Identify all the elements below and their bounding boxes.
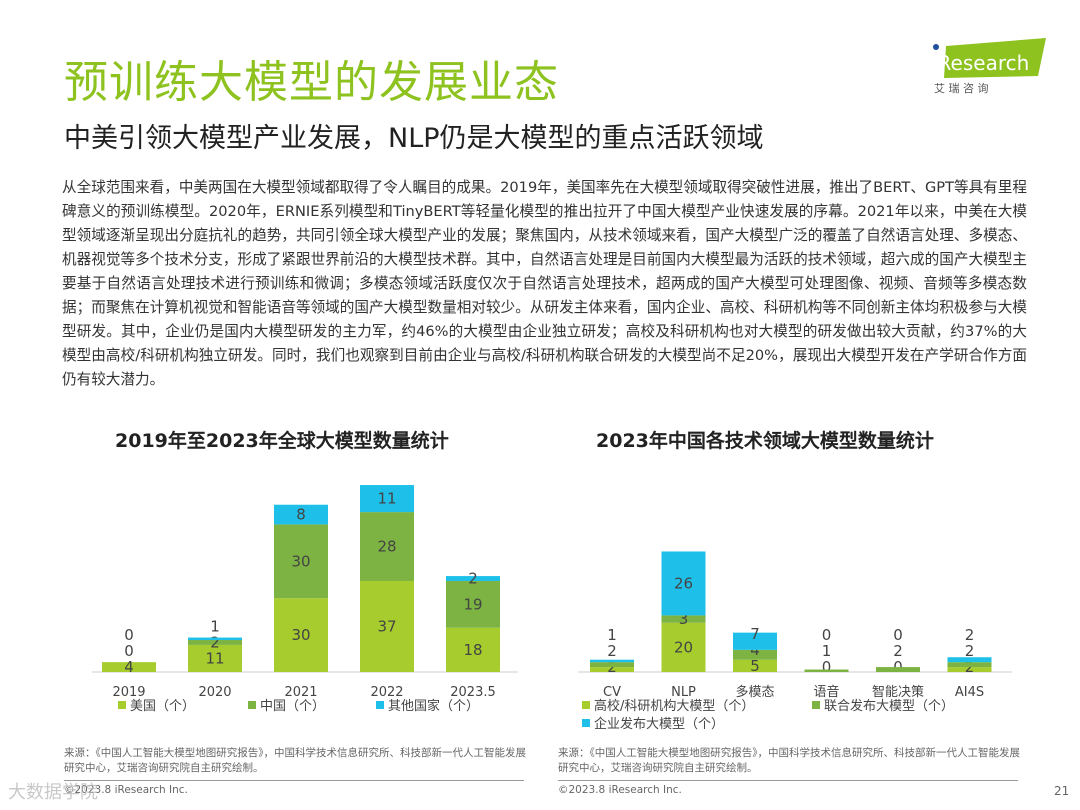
x-tick-label: 2019 <box>112 685 145 700</box>
page-subtitle: 中美引领大模型产业发展，NLP仍是大模型的重点活跃领域 <box>64 123 764 154</box>
data-label: 0 <box>822 626 832 644</box>
logo-cn: 艾 瑞 咨 询 <box>934 81 989 94</box>
source-right: 来源：《中国人工智能大模型地图研究报告》，中国科学技术信息研究所、科技部新一代人… <box>558 747 1020 774</box>
bar-segment <box>360 580 414 672</box>
legend-label: 中国（个） <box>260 699 325 714</box>
legend-label: 其他国家（个） <box>388 698 479 714</box>
data-label: 20 <box>674 638 693 656</box>
data-label: 2 <box>965 626 975 644</box>
divider-left <box>64 780 524 781</box>
data-label: 11 <box>205 649 224 667</box>
legend-swatch <box>376 701 384 709</box>
x-tick-label: 语音 <box>813 684 839 700</box>
legend-swatch <box>582 701 590 709</box>
data-label: 2 <box>607 642 617 660</box>
bar-segment <box>804 669 849 672</box>
body-paragraph: 从全球范围来看，中美两国在大模型领域都取得了令人瞩目的成果。2019年，美国率先… <box>62 179 1027 388</box>
data-label: 2 <box>893 642 903 660</box>
copyright-right: ©2023.8 iResearch Inc. <box>558 784 682 796</box>
bar-segment <box>661 551 706 616</box>
data-label: 30 <box>291 552 310 570</box>
data-label: 4 <box>124 658 134 676</box>
divider-right <box>558 780 1018 781</box>
data-label: 8 <box>296 506 306 524</box>
data-label: 18 <box>463 641 482 659</box>
legend-swatch <box>248 701 256 709</box>
data-label: 3 <box>679 610 689 628</box>
legend-label: 企业发布大模型（个） <box>594 716 724 732</box>
data-label: 30 <box>291 626 310 644</box>
data-label: 11 <box>377 490 396 508</box>
bar-segment <box>446 576 500 581</box>
x-tick-label: 2021 <box>284 685 317 700</box>
bar-segment <box>360 512 414 581</box>
data-label: 1 <box>607 626 617 644</box>
bar-segment <box>947 657 992 663</box>
bar-segment <box>947 662 992 668</box>
iresearch-logo: iResearch 艾 瑞 咨 询 <box>928 34 1048 95</box>
x-tick-label: 多模态 <box>735 684 774 700</box>
legend-label: 美国（个） <box>130 699 195 714</box>
x-tick-label: 2020 <box>198 685 231 700</box>
bar-segment <box>102 662 156 672</box>
data-label: 26 <box>674 574 693 592</box>
x-tick-label: AI4S <box>955 685 984 700</box>
data-label: 0 <box>124 626 134 644</box>
bar-segment <box>733 632 777 650</box>
logo-text: iResearch <box>932 51 1029 75</box>
copyright-left: ©2023.8 iResearch Inc. <box>64 784 188 796</box>
data-label: 2 <box>468 570 478 588</box>
x-tick-label: CV <box>603 685 621 700</box>
data-label: 28 <box>377 538 396 556</box>
bar-segment <box>733 649 777 660</box>
watermark: 大数据学院 <box>8 782 98 803</box>
x-tick-label: 2022 <box>370 685 403 700</box>
x-tick-label: 智能决策 <box>872 684 924 700</box>
page-title: 预训练大模型的发展业态 <box>64 57 559 108</box>
bar-segment <box>360 485 414 513</box>
legend-swatch <box>118 701 126 709</box>
data-label: 37 <box>377 617 396 635</box>
page-number: 21 <box>1054 784 1070 798</box>
data-label: 0 <box>822 658 832 676</box>
x-tick-label: 2023.5 <box>450 685 496 700</box>
bar-segment <box>274 504 328 525</box>
legend-swatch <box>582 719 590 727</box>
bar-segment <box>446 580 500 628</box>
legend-swatch <box>812 701 820 709</box>
bar-segment <box>590 662 634 668</box>
bar-segment <box>188 644 242 672</box>
bar-segment <box>446 627 500 672</box>
bar-segment <box>661 615 706 623</box>
x-tick-label: NLP <box>671 685 696 700</box>
data-label: 1 <box>210 617 220 635</box>
data-label: 19 <box>463 595 482 613</box>
legend-label: 联合发布大模型（个） <box>824 698 954 714</box>
chart1-title: 2019年至2023年全球大模型数量统计 <box>115 430 449 452</box>
bar-segment <box>188 637 242 641</box>
bar-segment <box>274 598 328 672</box>
bar-segment <box>188 640 242 645</box>
bar-segment <box>661 622 706 672</box>
charts-canvas: 4002019112120203030820213728112022181922… <box>92 485 1012 732</box>
data-label: 5 <box>750 657 760 675</box>
data-label: 0 <box>124 642 134 660</box>
data-label: 7 <box>750 625 760 643</box>
legend-label: 高校/科研机构大模型（个） <box>594 698 754 714</box>
bar-segment <box>590 667 634 672</box>
bar-segment <box>876 667 920 672</box>
data-label: 0 <box>893 658 903 676</box>
bar-segment <box>947 667 992 672</box>
data-label: 1 <box>822 642 832 660</box>
data-label: 2 <box>210 633 220 651</box>
data-label: 0 <box>893 626 903 644</box>
bar-segment <box>733 659 777 672</box>
source-left: 来源：《中国人工智能大模型地图研究报告》，中国科学技术信息研究所、科技部新一代人… <box>64 747 526 774</box>
bar-segment <box>590 659 634 663</box>
chart2-title: 2023年中国各技术领域大模型数量统计 <box>596 430 934 452</box>
bar-segment <box>274 524 328 599</box>
data-label: 2 <box>965 642 975 660</box>
